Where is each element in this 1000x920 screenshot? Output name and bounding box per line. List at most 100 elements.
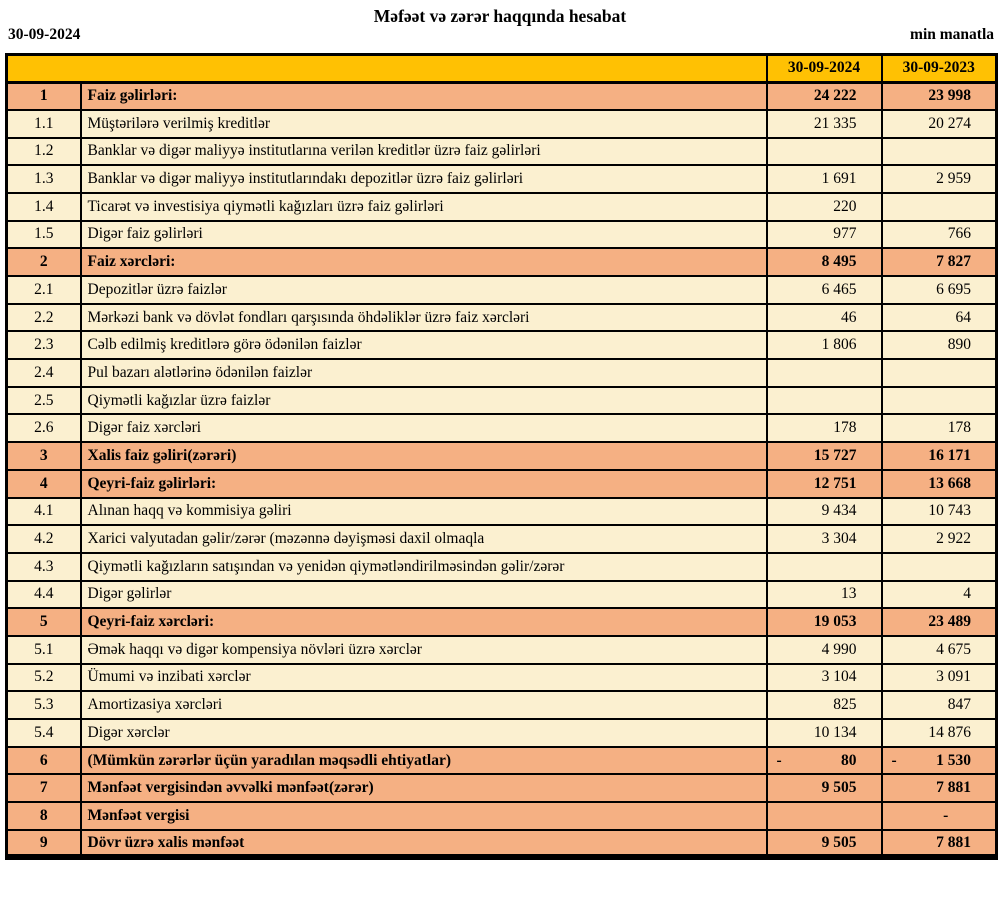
value-2024-cell: 15 727 — [765, 441, 883, 471]
row-number-cell: 1.2 — [5, 136, 82, 167]
row-label-cell: Digər xərclər — [79, 718, 768, 748]
value-2023-cell: 16 171 — [880, 441, 998, 471]
value-2023-cell: 7 827 — [880, 247, 998, 277]
row-label-cell: Amortizasiya xərcləri — [79, 690, 768, 720]
value-2023-cell: 7 881 — [880, 828, 998, 859]
value-2023-cell: 3 091 — [880, 662, 998, 693]
value-2024-cell: 13 — [765, 579, 883, 610]
table-row: 5 Qeyri-faiz xərcləri: 19 053 23 489 — [5, 607, 998, 637]
value-2023-cell: 178 — [880, 413, 998, 444]
row-number-cell: 9 — [5, 828, 82, 859]
table-row: 5.1 Əmək haqqı və digər kompensiya növlər… — [5, 634, 998, 665]
table-row: 1 Faiz gəlirləri: 24 222 23 998 — [5, 81, 998, 111]
table-row: 2.1 Depozitlər üzrə faizlər 6 465 6 695 — [5, 275, 998, 305]
row-number-cell: 4.4 — [5, 579, 82, 610]
row-number-cell: 2.3 — [5, 330, 82, 361]
value-2023-cell: 2 959 — [880, 164, 998, 194]
table-row: 2.5 Qiymətli kağızlar üzrə faizlər — [5, 385, 998, 416]
minus-sign: - — [776, 751, 782, 769]
row-number-cell: 1 — [5, 81, 82, 111]
row-label-cell: Ticarət və investisiya qiymətli kağızlar… — [79, 191, 768, 222]
value-2024-cell: 977 — [765, 219, 883, 250]
row-number-cell: 1.1 — [5, 108, 82, 139]
table-row: 1.2 Banklar və digər maliyyə institutları… — [5, 136, 998, 167]
value-2024-cell: 12 751 — [765, 468, 883, 499]
row-label-cell: Qiymətli kağızlar üzrə faizlər — [79, 385, 768, 416]
value-2024-cell: 6 465 — [765, 275, 883, 305]
value-2024-cell — [765, 358, 883, 388]
table-row: 5.4 Digər xərclər 10 134 14 876 — [5, 718, 998, 748]
table-row: 2.6 Digər faiz xərcləri 178 178 — [5, 413, 998, 444]
row-label-cell: Banklar və digər maliyyə institutlarına … — [79, 136, 768, 167]
value-2024-cell — [765, 385, 883, 416]
value-2023-cell: 2 922 — [880, 524, 998, 554]
value-2024-cell: 19 053 — [765, 607, 883, 637]
table-row: 2 Faiz xərcləri: 8 495 7 827 — [5, 247, 998, 277]
row-number-cell: 2.2 — [5, 302, 82, 333]
row-label-cell: Dövr üzrə xalis mənfəət — [79, 828, 768, 859]
value-2023-cell: 847 — [880, 690, 998, 720]
row-number-cell: 7 — [5, 773, 82, 804]
profit-loss-table: 30-09-2024 30-09-2023 1 Faiz gəlirləri: 24… — [5, 53, 998, 861]
value-2023-cell: 13 668 — [880, 468, 998, 499]
value-2024-cell — [765, 136, 883, 167]
meta-row: 30-09-2024 min manatla — [0, 24, 1000, 46]
table-row: 2.4 Pul bazarı alətlərinə ödənilən faizlə… — [5, 358, 998, 388]
value-2024-cell: 825 — [765, 690, 883, 720]
row-label-cell: Mərkəzi bank və dövlət fondları qarşısın… — [79, 302, 768, 333]
row-number-cell: 6 — [5, 745, 82, 776]
row-number-cell: 5.4 — [5, 718, 82, 748]
value-2024-cell: 1 806 — [765, 330, 883, 361]
table-row: 5.2 Ümumi və inzibati xərclər 3 104 3 091 — [5, 662, 998, 693]
value-2023-cell: 20 274 — [880, 108, 998, 139]
row-label-cell: Qiymətli kağızların satışından və yenidə… — [79, 551, 768, 582]
minus-sign: - — [891, 751, 897, 769]
table-row: 7 Mənfəət vergisindən əvvəlki mənfəət(zər… — [5, 773, 998, 804]
value-2024-cell — [765, 551, 883, 582]
table-row: 4.3 Qiymətli kağızların satışından və yen… — [5, 551, 998, 582]
value-2023-cell: 23 998 — [880, 81, 998, 111]
row-label-cell: Pul bazarı alətlərinə ödənilən faizlər — [79, 358, 768, 388]
row-label-cell: Müştərilərə verilmiş kreditlər — [79, 108, 768, 139]
value-2023-cell — [880, 136, 998, 167]
row-label-cell: Faiz gəlirləri: — [79, 81, 768, 111]
row-number-cell: 5 — [5, 607, 82, 637]
value-2024-cell: 8 495 — [765, 247, 883, 277]
row-label-cell: Digər gəlirlər — [79, 579, 768, 610]
row-number-cell: 5.1 — [5, 634, 82, 665]
row-label-cell: Xarici valyutadan gəlir/zərər (məzənnə d… — [79, 524, 768, 554]
row-label-cell: Əmək haqqı və digər kompensiya növləri ü… — [79, 634, 768, 665]
row-label-cell: Qeyri-faiz gəlirləri: — [79, 468, 768, 499]
row-number-cell: 5.3 — [5, 690, 82, 720]
value-2024-cell: 10 134 — [765, 718, 883, 748]
table-header-row: 30-09-2024 30-09-2023 — [5, 53, 998, 84]
header-col-2024: 30-09-2024 — [765, 53, 883, 84]
row-number-cell: 4 — [5, 468, 82, 499]
table-row: 1.5 Digər faiz gəlirləri 977 766 — [5, 219, 998, 250]
row-label-cell: Mənfəət vergisi — [79, 801, 768, 831]
value-2024-cell: 3 304 — [765, 524, 883, 554]
row-label-cell: (Mümkün zərərlər üçün yaradılan məqsədli… — [79, 745, 768, 776]
table-row: 2.2 Mərkəzi bank və dövlət fondları qarşı… — [5, 302, 998, 333]
row-number-cell: 5.2 — [5, 662, 82, 693]
value-2024-cell: 24 222 — [765, 81, 883, 111]
table-row: 3 Xalis faiz gəliri(zərəri) 15 727 16 171 — [5, 441, 998, 471]
row-label-cell: Depozitlər üzrə faizlər — [79, 275, 768, 305]
table-row: 4 Qeyri-faiz gəlirləri: 12 751 13 668 — [5, 468, 998, 499]
row-number-cell: 1.3 — [5, 164, 82, 194]
row-number-cell: 2 — [5, 247, 82, 277]
value-2023-cell — [880, 191, 998, 222]
value-2023-cell: 890 — [880, 330, 998, 361]
table-row: 5.3 Amortizasiya xərcləri 825 847 — [5, 690, 998, 720]
row-label-cell: Digər faiz xərcləri — [79, 413, 768, 444]
row-label-cell: Ümumi və inzibati xərclər — [79, 662, 768, 693]
value-2023-cell: 10 743 — [880, 496, 998, 527]
table-row: 4.4 Digər gəlirlər 13 4 — [5, 579, 998, 610]
value-2024-cell: 9 434 — [765, 496, 883, 527]
row-number-cell: 1.4 — [5, 191, 82, 222]
table-row: 4.1 Alınan haqq və kommisiya gəliri 9 434 1… — [5, 496, 998, 527]
header-empty-cell — [5, 53, 768, 84]
header-col-2023: 30-09-2023 — [880, 53, 998, 84]
table-row: 2.3 Cəlb edilmiş kreditlərə görə ödənilən… — [5, 330, 998, 361]
value-2023-cell: 64 — [880, 302, 998, 333]
